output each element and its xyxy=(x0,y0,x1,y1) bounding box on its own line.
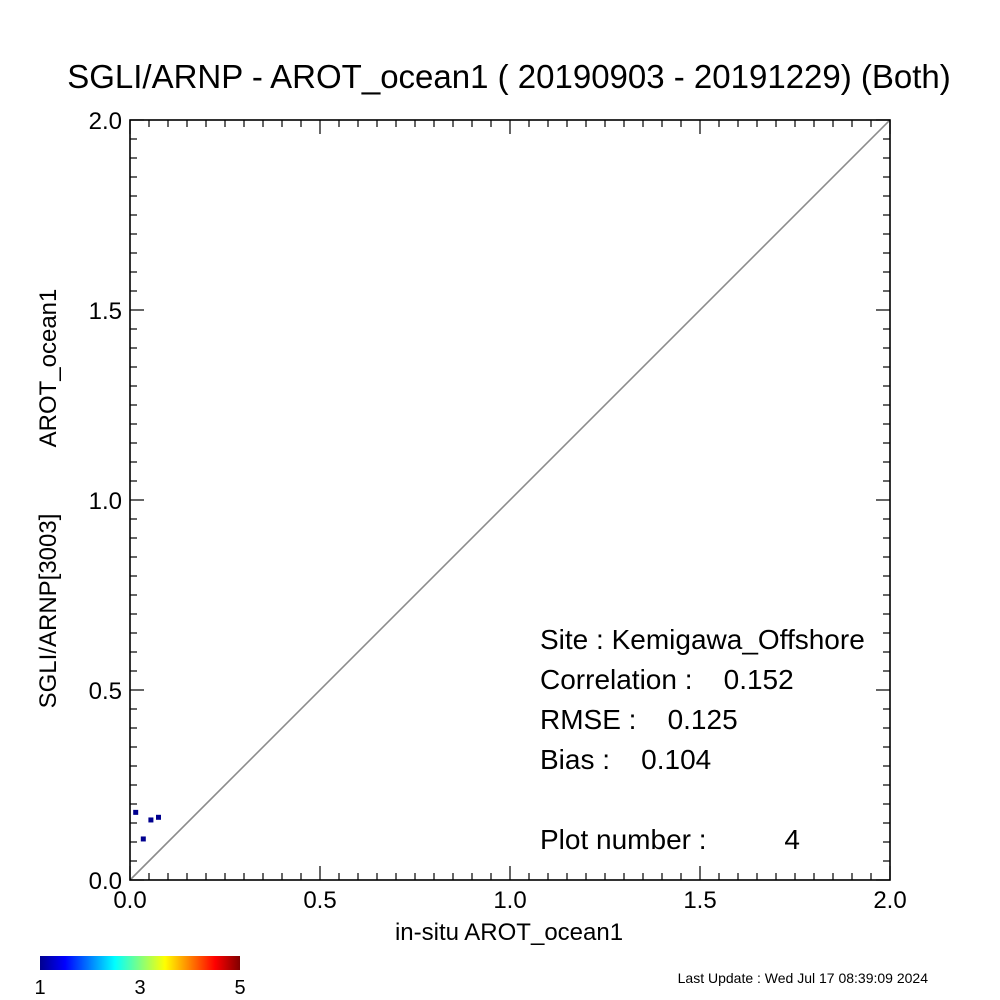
colorbar-label-mid: 3 xyxy=(134,977,145,999)
x-tick-label: 1.5 xyxy=(683,887,716,914)
x-tick-label: 0.5 xyxy=(303,887,336,914)
y-axis-title-line1: SGLI/ARNP[3003] xyxy=(35,514,62,709)
stats-rmse: RMSE : 0.125 xyxy=(540,704,738,735)
colorbar-label-min: 1 xyxy=(34,977,45,999)
y-tick-label: 2.0 xyxy=(89,108,122,135)
stats-correlation: Correlation : 0.152 xyxy=(540,664,794,695)
x-tick-label: 0.0 xyxy=(113,887,146,914)
y-tick-label: 1.5 xyxy=(89,298,122,325)
data-point xyxy=(140,836,146,842)
y-axis-title-line2: AROT_ocean1 xyxy=(35,289,62,448)
stats-bias: Bias : 0.104 xyxy=(540,744,711,775)
x-tick-label: 2.0 xyxy=(873,887,906,914)
y-tick-label: 1.0 xyxy=(89,488,122,515)
colorbar: 1 3 5 xyxy=(34,956,246,999)
plot-area: 0.0 0.5 1.0 1.5 2.0 0.0 0.5 1.0 1.5 2.0 xyxy=(89,108,907,914)
one-to-one-line xyxy=(129,119,891,881)
data-point xyxy=(148,817,154,823)
stats-plot-number: Plot number : 4 xyxy=(540,824,800,855)
last-update-text: Last Update : Wed Jul 17 08:39:09 2024 xyxy=(678,970,929,986)
y-tick-label: 0.5 xyxy=(89,678,122,705)
colorbar-gradient xyxy=(40,956,240,970)
x-tick-label: 1.0 xyxy=(493,887,526,914)
data-point xyxy=(156,814,161,820)
stats-box: Site : Kemigawa_Offshore Correlation : 0… xyxy=(540,624,865,855)
colorbar-label-max: 5 xyxy=(234,977,245,999)
data-point xyxy=(133,809,139,815)
stats-site: Site : Kemigawa_Offshore xyxy=(540,624,865,655)
chart-title: SGLI/ARNP - AROT_ocean1 ( 20190903 - 201… xyxy=(67,58,951,95)
x-axis-title: in-situ AROT_ocean1 xyxy=(395,919,623,946)
y-tick-label: 0.0 xyxy=(89,868,122,895)
